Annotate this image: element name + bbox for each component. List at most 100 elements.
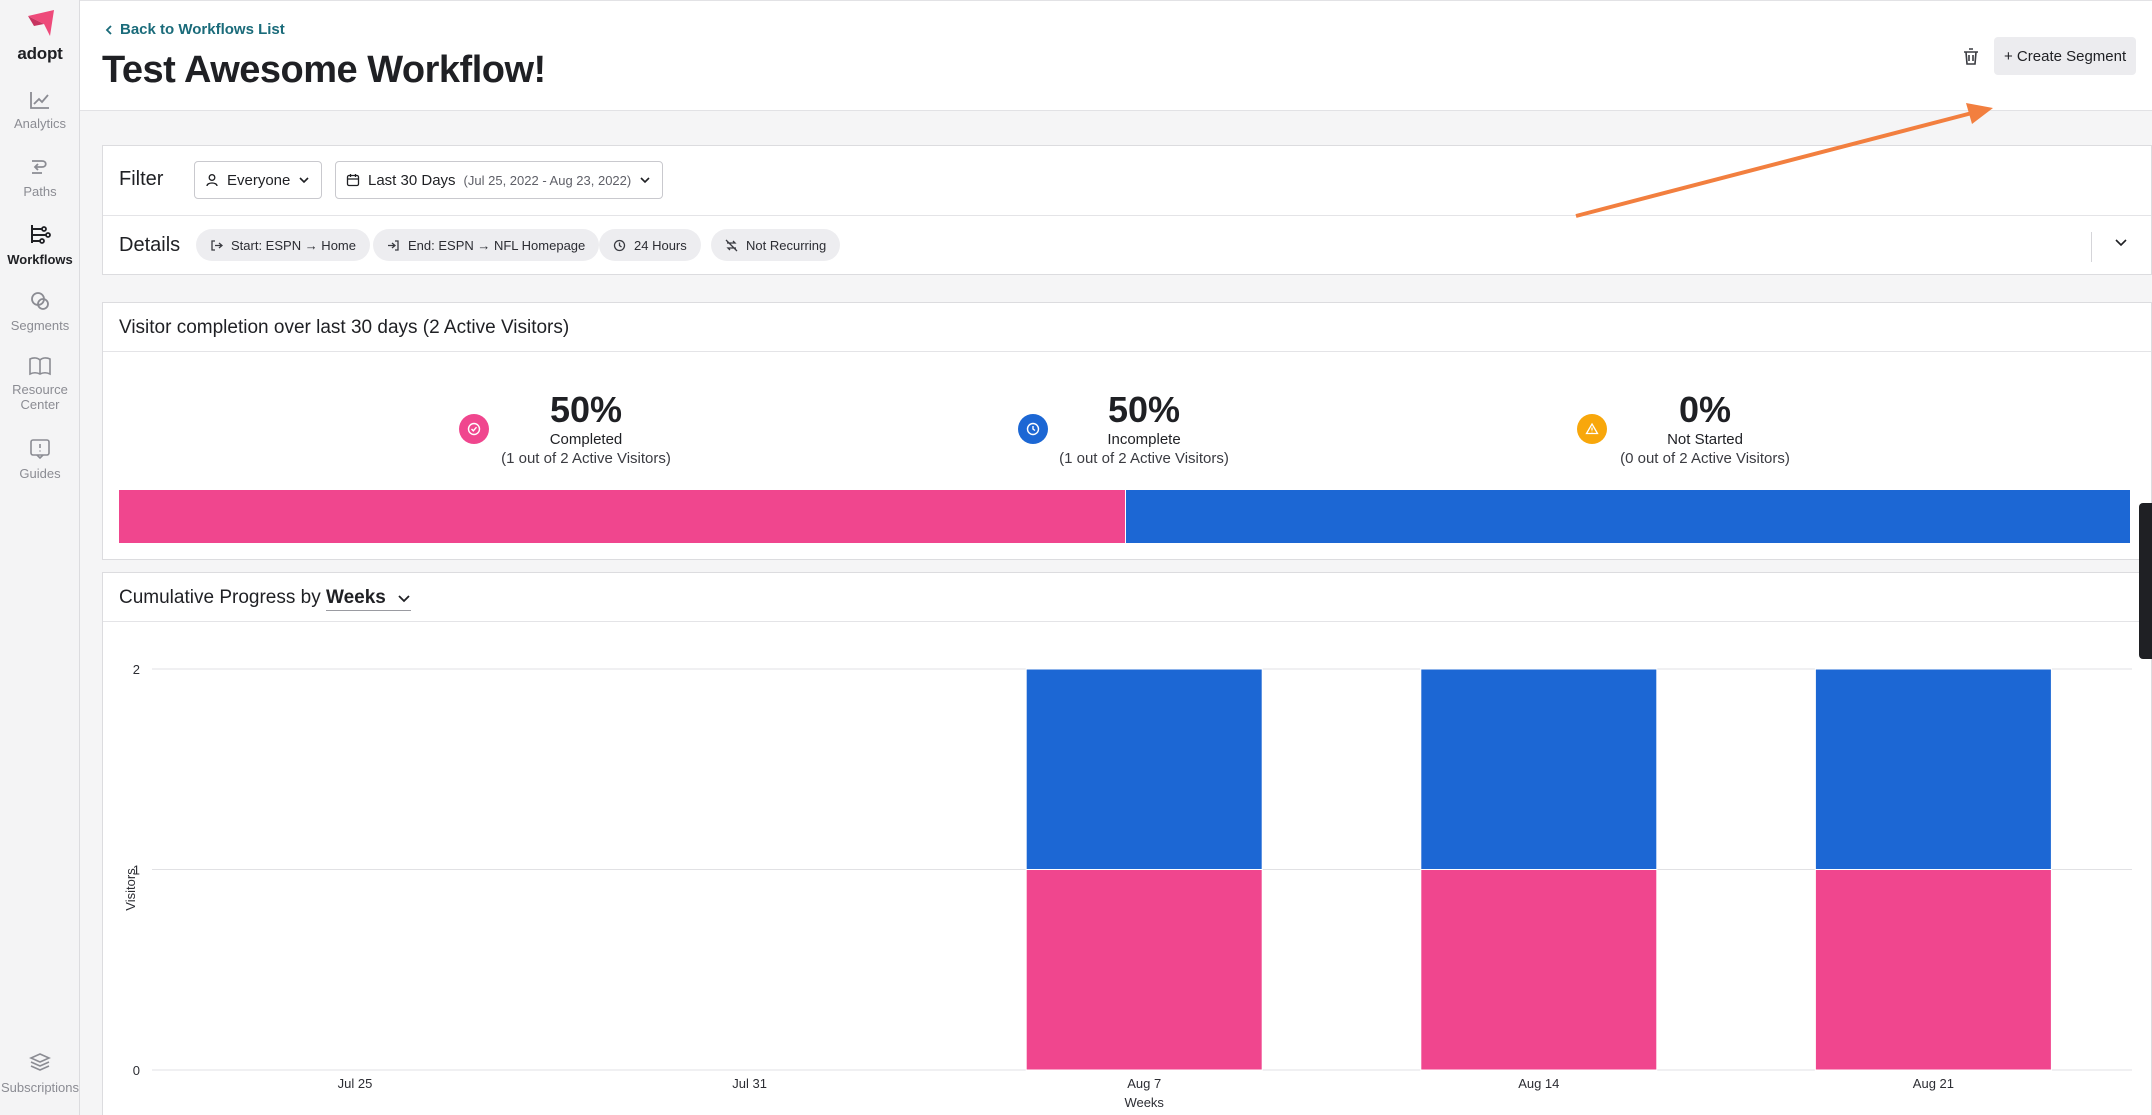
sidebar-item-label: Segments (10, 318, 70, 333)
page-header: Back to Workflows List Test Awesome Work… (80, 0, 2152, 111)
not-started-icon (1577, 414, 1607, 444)
y-tick-label: 0 (133, 1063, 140, 1078)
progress-chart: 0 1 2 Jul 25 Jul 31 Aug 7 Aug 14 Aug 21 Weeks Vis… (123, 662, 2132, 1110)
x-axis-label: Weeks (1124, 1095, 1164, 1110)
completion-bar (119, 490, 2130, 543)
y-tick-label: 2 (133, 662, 140, 677)
stat-completed: 50% Completed (1 out of 2 Active Visitor… (466, 390, 706, 468)
stat-pct: 50% (549, 389, 623, 430)
detail-chip-start: Start: ESPN → Home (196, 229, 370, 261)
calendar-icon (346, 174, 360, 187)
incomplete-icon (1018, 414, 1048, 444)
sidebar-item-label: Analytics (13, 116, 67, 131)
back-to-list-link[interactable]: Back to Workflows List (104, 21, 285, 38)
segments-icon (31, 292, 49, 310)
completion-bar-segment (119, 490, 1125, 543)
date-range-detail: (Jul 25, 2022 - Aug 23, 2022) (463, 172, 632, 188)
stat-sub: (1 out of 2 Active Visitors) (1059, 450, 1229, 467)
sidebar-item-paths[interactable]: Paths (0, 156, 80, 199)
stat-pct: 50% (1107, 389, 1181, 430)
subscriptions-icon (29, 1053, 51, 1071)
filter-label: Filter (119, 168, 164, 190)
adopt-logo-icon (28, 10, 54, 36)
sidebar-item-label: Resource Center (12, 382, 68, 412)
stat-sub: (1 out of 2 Active Visitors) (501, 450, 671, 467)
delete-button[interactable] (1960, 45, 1982, 67)
expand-details-chevron-icon[interactable] (2114, 238, 2128, 248)
chevron-left-icon (105, 24, 112, 35)
brand-name: adopt (17, 44, 63, 63)
bar-completed (1420, 869, 1658, 1071)
details-row: Details (103, 216, 2151, 276)
end-icon (388, 239, 399, 251)
sidebar-item-label: Subscriptions (0, 1080, 80, 1095)
date-range-select[interactable]: Last 30 Days (Jul 25, 2022 - Aug 23, 202… (335, 161, 663, 199)
logo[interactable]: adopt (0, 8, 80, 64)
completed-icon (459, 414, 489, 444)
completion-title: Visitor completion over last 30 days (2 … (119, 317, 570, 338)
book-icon (29, 357, 51, 376)
sidebar: adopt Analytics Paths Workflows Segments… (0, 0, 80, 1115)
clock-icon (613, 239, 626, 251)
create-segment-button[interactable]: + Create Segment (1994, 37, 2137, 75)
x-tick-label: Aug 14 (1518, 1076, 1559, 1091)
sidebar-item-segments[interactable]: Segments (0, 290, 80, 333)
bar-completed (1025, 869, 1263, 1071)
x-tick-label: Aug 21 (1913, 1076, 1954, 1091)
sidebar-item-label: Guides (19, 466, 61, 481)
stat-label: Incomplete (1107, 431, 1181, 448)
workflows-icon (31, 225, 51, 244)
sidebar-item-analytics[interactable]: Analytics (0, 90, 80, 131)
completion-bar-segment (1124, 490, 2130, 543)
stat-label: Not Started (1667, 431, 1743, 448)
detail-chip-label: Start: ESPN → Home (231, 237, 356, 253)
feedback-tab[interactable] (2139, 503, 2152, 659)
stat-not-started: 0% Not Started (0 out of 2 Active Visito… (1585, 390, 1825, 468)
sidebar-item-guides[interactable]: Guides (0, 438, 80, 481)
details-divider (2091, 232, 2092, 262)
audience-select[interactable]: Everyone (194, 161, 322, 199)
chevron-down-icon (640, 177, 650, 184)
detail-chip-label: Not Recurring (746, 237, 827, 253)
back-link-label: Back to Workflows List (120, 21, 285, 38)
detail-chip-label: 24 Hours (634, 237, 687, 253)
sidebar-item-label: Workflows (7, 252, 73, 267)
x-tick-label: Aug 7 (1127, 1076, 1161, 1091)
progress-title: Cumulative Progress by (119, 587, 321, 608)
sidebar-item-workflows[interactable]: Workflows (0, 222, 80, 267)
user-icon (206, 174, 218, 187)
filter-row: Filter (103, 146, 2151, 216)
bar-incomplete (1420, 668, 1658, 870)
bar-incomplete (1814, 668, 2052, 870)
x-tick-label: Jul 31 (732, 1076, 767, 1091)
progress-title-wrap: Cumulative Progress by Weeks (119, 587, 412, 611)
granularity-value: Weeks (325, 587, 386, 608)
sidebar-item-subscriptions[interactable]: Subscriptions (0, 1052, 80, 1095)
y-tick-label: 1 (133, 863, 140, 878)
panel-divider (103, 351, 2151, 352)
audience-value: Everyone (227, 171, 291, 189)
stat-label: Completed (549, 431, 623, 448)
stat-incomplete: 50% Incomplete (1 out of 2 Active Visito… (1024, 390, 1264, 468)
date-range-value: Last 30 Days (368, 171, 456, 189)
guides-icon (30, 439, 50, 460)
detail-chip-end: End: ESPN → NFL Homepage (373, 229, 600, 261)
paths-icon (32, 160, 47, 174)
page-title: Test Awesome Workflow! (102, 49, 546, 91)
analytics-icon (30, 92, 49, 109)
chevron-down-icon (299, 177, 309, 184)
sidebar-item-label: Paths (23, 184, 57, 199)
y-axis-label: Visitors (123, 868, 138, 911)
stat-sub: (0 out of 2 Active Visitors) (1620, 450, 1790, 467)
detail-chip-duration: 24 Hours (599, 229, 701, 261)
bar-incomplete (1025, 668, 1263, 870)
sidebar-item-resource-center[interactable]: Resource Center (0, 356, 80, 412)
x-tick-label: Jul 25 (338, 1076, 373, 1091)
granularity-select[interactable]: Weeks (325, 587, 412, 611)
not-recurring-icon (725, 239, 738, 251)
detail-chip-recurring: Not Recurring (711, 229, 841, 261)
details-label: Details (119, 234, 181, 256)
bar-completed (1814, 869, 2052, 1071)
detail-chip-label: End: ESPN → NFL Homepage (408, 237, 586, 253)
